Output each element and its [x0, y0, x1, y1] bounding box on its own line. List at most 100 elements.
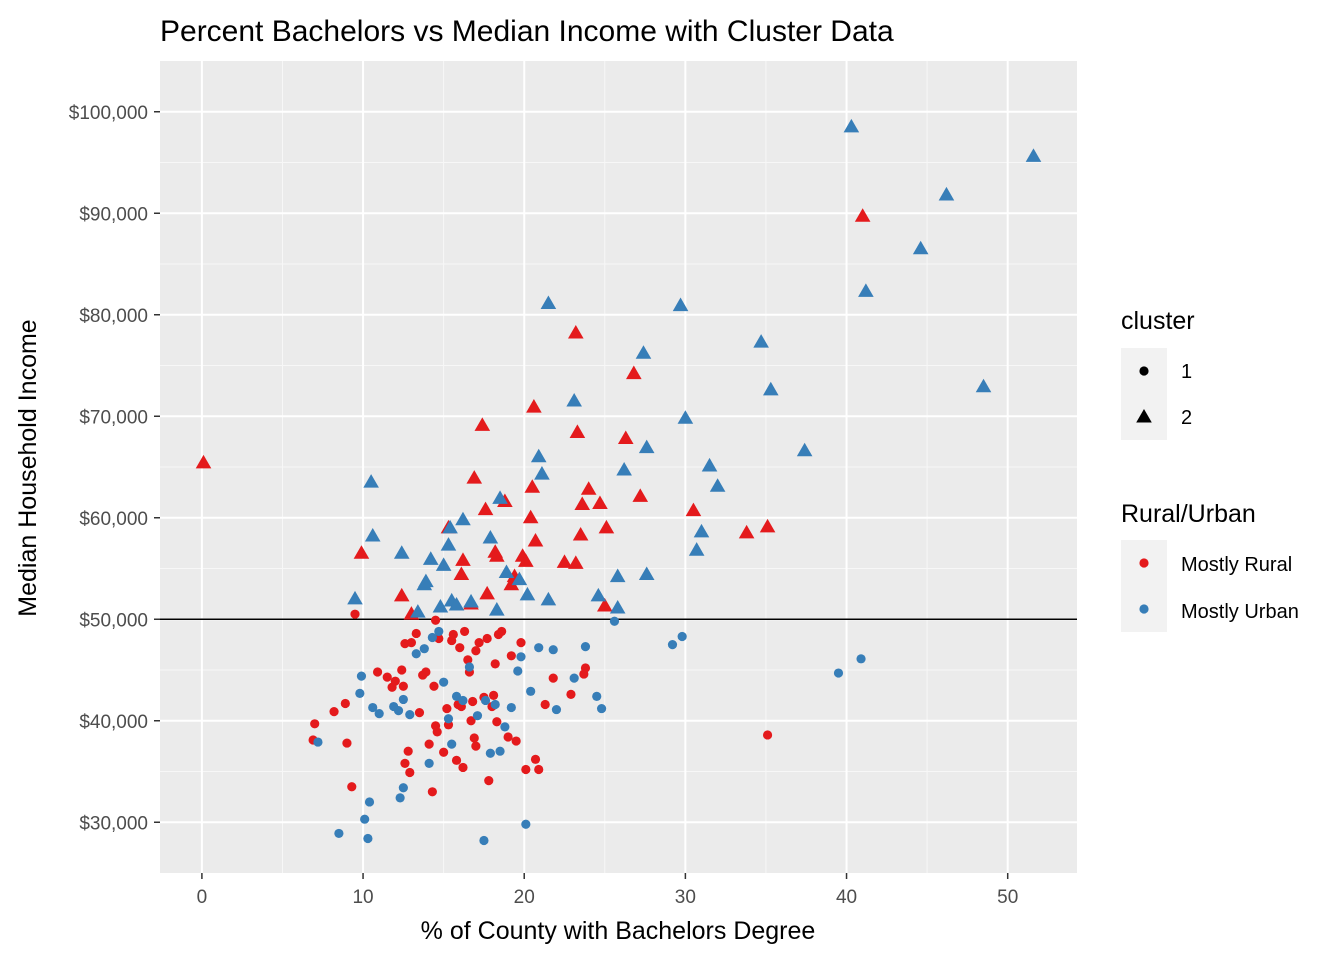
data-point-circle — [419, 644, 429, 654]
data-point-circle — [455, 643, 465, 653]
data-point-circle — [363, 833, 373, 844]
data-point-triangle — [753, 334, 769, 348]
data-point-circle — [427, 787, 437, 797]
data-point-circle — [368, 702, 378, 713]
data-point-circle — [424, 758, 434, 768]
data-point-circle — [424, 739, 434, 749]
data-point-circle — [472, 711, 483, 721]
data-point-circle — [451, 755, 462, 765]
data-point-circle — [521, 819, 531, 829]
data-point-triangle — [572, 526, 589, 541]
data-point-circle — [530, 754, 541, 764]
x-axis-title: % of County with Bachelors Degree — [421, 917, 816, 945]
data-point-circle — [592, 691, 602, 701]
data-point-circle — [329, 707, 339, 717]
data-point-triangle — [843, 118, 860, 133]
data-point-triangle — [569, 424, 586, 438]
data-point-circle — [411, 649, 421, 659]
data-point-circle — [667, 640, 678, 650]
data-point-triangle — [709, 478, 726, 492]
data-point-circle — [414, 708, 425, 718]
data-point-triangle — [597, 597, 613, 612]
data-point-triangle — [418, 573, 434, 588]
data-point-triangle — [503, 576, 520, 591]
data-point-circle — [471, 646, 481, 656]
legend-rural-swatch — [1139, 558, 1149, 568]
data-point-triangle — [677, 410, 694, 424]
data-point-triangle — [616, 461, 632, 476]
data-point-triangle — [522, 509, 539, 524]
data-point-circle — [342, 738, 352, 748]
data-point-triangle — [617, 430, 634, 445]
data-point-circle — [406, 637, 417, 648]
data-point-triangle — [701, 457, 718, 472]
data-point-triangle — [466, 470, 483, 484]
data-point-triangle — [975, 378, 992, 393]
data-point-circle — [405, 767, 415, 778]
data-point-triangle — [580, 481, 597, 495]
data-point-triangle — [672, 297, 689, 312]
data-point-triangle — [519, 586, 536, 601]
data-point-triangle — [912, 240, 929, 255]
data-point-circle — [490, 659, 500, 669]
data-point-triangle — [534, 466, 550, 480]
y-tick-label: $40,000 — [79, 712, 148, 733]
data-point-circle — [762, 730, 773, 740]
data-point-circle — [395, 793, 405, 803]
data-point-triangle — [854, 208, 871, 222]
data-point-circle — [856, 654, 866, 664]
data-point-circle — [580, 663, 591, 673]
data-point-circle — [430, 615, 441, 625]
data-point-circle — [480, 695, 491, 706]
data-point-circle — [432, 727, 442, 737]
data-point-triangle — [463, 593, 479, 608]
x-tick-label: 10 — [352, 887, 373, 908]
data-point-circle — [497, 626, 507, 637]
data-point-circle — [506, 651, 516, 661]
data-point-triangle — [590, 587, 607, 602]
y-tick-label: $60,000 — [79, 509, 148, 530]
y-tick-label: $80,000 — [79, 306, 148, 327]
data-point-circle — [350, 609, 360, 619]
data-point-triangle — [693, 523, 710, 538]
data-point-triangle — [347, 590, 363, 605]
y-axis-ticks: $30,000 $40,000 $50,000 $60,000 $70,000 $80,0… — [69, 103, 160, 834]
data-point-triangle — [796, 442, 813, 457]
data-point-circle — [516, 652, 526, 662]
y-tick-label: $70,000 — [79, 407, 148, 428]
data-point-circle — [382, 672, 392, 682]
data-point-triangle — [540, 591, 557, 606]
data-point-triangle — [364, 527, 381, 542]
data-point-circle — [534, 643, 544, 653]
data-point-triangle — [598, 519, 615, 534]
data-point-triangle — [556, 554, 573, 568]
data-point-triangle — [435, 557, 452, 571]
data-point-circle — [609, 616, 620, 626]
x-tick-label: 30 — [675, 887, 696, 908]
data-point-circle — [411, 628, 421, 639]
data-point-triangle — [609, 600, 626, 614]
y-tick-label: $30,000 — [79, 813, 148, 834]
data-point-circle — [484, 776, 494, 786]
data-point-circle — [548, 673, 558, 683]
legend-title-rural-urban: Rural/Urban — [1121, 500, 1256, 528]
data-point-circle — [390, 676, 400, 686]
data-point-triangle — [479, 585, 495, 600]
data-point-triangle — [566, 392, 582, 407]
data-point-circle — [405, 710, 415, 720]
data-point-triangle — [632, 488, 649, 502]
y-tick-label: $90,000 — [79, 204, 148, 225]
legend-circle-icon — [1139, 366, 1149, 376]
data-point-circle — [506, 702, 516, 713]
data-point-triangle — [518, 553, 534, 567]
data-point-circle — [434, 626, 444, 637]
data-point-triangle — [527, 533, 544, 547]
data-point-triangle — [530, 448, 547, 463]
legend-label-cluster-1: 1 — [1181, 361, 1192, 383]
data-point-triangle — [638, 566, 655, 581]
data-point-triangle — [353, 545, 370, 559]
data-point-triangle — [574, 496, 591, 511]
data-point-circle — [400, 758, 410, 768]
minor-gridlines — [160, 61, 1077, 873]
data-point-circle — [492, 717, 502, 727]
